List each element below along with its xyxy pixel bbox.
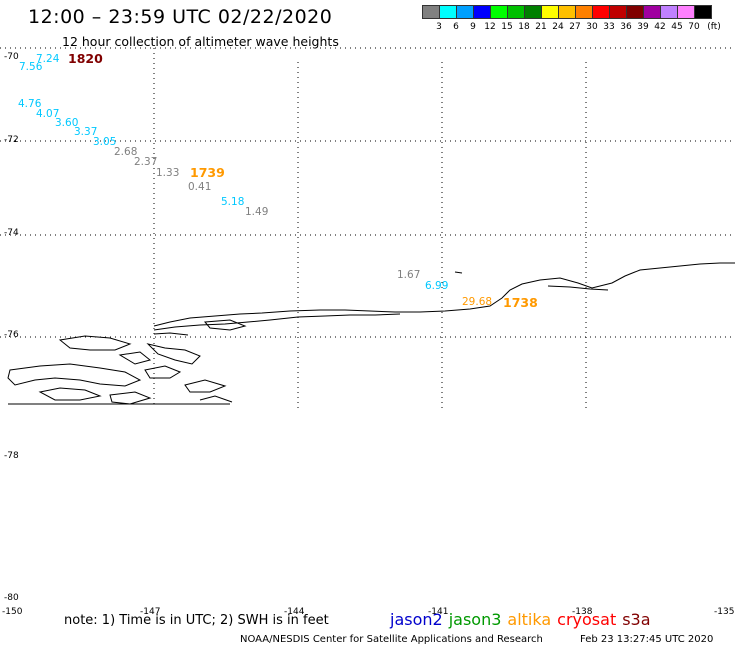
wave-height-value: 1.67 — [397, 269, 421, 281]
wave-height-value: 4.76 — [18, 98, 42, 110]
color-scale-label: 12 — [484, 22, 496, 32]
wave-height-value: 2.37 — [134, 156, 158, 168]
satellite-legend: jason2 jason3 altika cryosat s3a — [390, 610, 657, 629]
satellite-legend-item: altika — [507, 610, 552, 629]
color-scale-label: 42 — [654, 22, 666, 32]
satellite-legend-item: jason2 — [390, 610, 443, 629]
wave-height-value: 7.56 — [19, 61, 43, 73]
wave-height-value: 2.68 — [114, 146, 138, 158]
color-scale-label: 18 — [518, 22, 530, 32]
color-scale-label: 21 — [535, 22, 547, 32]
antarctic-coastline — [7, 262, 735, 405]
color-scale-label: 30 — [586, 22, 598, 32]
color-scale-label: 39 — [637, 22, 649, 32]
lat-label: -76 — [4, 330, 19, 340]
wave-height-value: 4.07 — [36, 108, 60, 120]
wave-height-value: 7.24 — [36, 53, 60, 65]
color-scale-label: 70 — [688, 22, 700, 32]
color-scale-labels: 3 6 9 12 15 18 21 24 27 30 33 36 39 42 45 70 (ft) — [422, 22, 740, 34]
pass-time-label: 1738 — [503, 295, 538, 310]
lon-label: -135 — [714, 607, 735, 617]
wave-height-value: 3.60 — [55, 117, 79, 129]
lat-label: -78 — [4, 451, 19, 461]
map-title: 12:00 – 23:59 UTC 02/22/2020 — [28, 6, 333, 28]
lat-label: -70 — [4, 52, 19, 62]
pass-time-label: 1739 — [190, 165, 225, 180]
lat-label: -80 — [4, 593, 19, 603]
footer-note: note: 1) Time is in UTC; 2) SWH is in fe… — [64, 613, 329, 628]
lon-label: -141 — [428, 607, 449, 617]
lon-label: -150 — [2, 607, 23, 617]
wave-height-value: 3.37 — [74, 126, 98, 138]
color-scale-bar — [422, 5, 712, 19]
color-scale-label: 15 — [501, 22, 513, 32]
satellite-legend-item: jason3 — [448, 610, 502, 629]
map-subtitle: 12 hour collection of altimeter wave hei… — [62, 34, 339, 49]
color-scale-label: 27 — [569, 22, 581, 32]
lon-label: -147 — [140, 607, 161, 617]
color-scale-label: 24 — [552, 22, 564, 32]
lat-label: -72 — [4, 135, 19, 145]
wave-height-value: 6.99 — [425, 280, 449, 292]
color-scale-label: (ft) — [707, 22, 721, 32]
color-scale-label: 9 — [470, 22, 476, 32]
wave-height-value: 3.05 — [93, 136, 117, 148]
map-grid — [0, 47, 735, 408]
credit-text: NOAA/NESDIS Center for Satellite Applica… — [240, 634, 543, 645]
wave-height-value: 0.41 — [188, 181, 212, 193]
color-scale-label: 3 — [436, 22, 442, 32]
color-scale-label: 36 — [620, 22, 632, 32]
wave-height-value: 5.18 — [221, 196, 245, 208]
color-scale-label: 45 — [671, 22, 683, 32]
generation-timestamp: Feb 23 13:27:45 UTC 2020 — [580, 634, 714, 645]
lon-label: -138 — [572, 607, 593, 617]
pass-time-label: 1820 — [68, 51, 103, 66]
wave-height-value: 29.68 — [462, 296, 493, 308]
wave-height-value: 1.33 — [156, 167, 180, 179]
color-scale-label: 6 — [453, 22, 459, 32]
lat-label: -74 — [4, 228, 19, 238]
satellite-legend-item: cryosat — [557, 610, 617, 629]
color-scale-label: 33 — [603, 22, 615, 32]
lon-label: -144 — [284, 607, 305, 617]
satellite-legend-item: s3a — [622, 610, 651, 629]
wave-height-value: 1.49 — [245, 206, 269, 218]
color-swatch — [694, 5, 712, 19]
